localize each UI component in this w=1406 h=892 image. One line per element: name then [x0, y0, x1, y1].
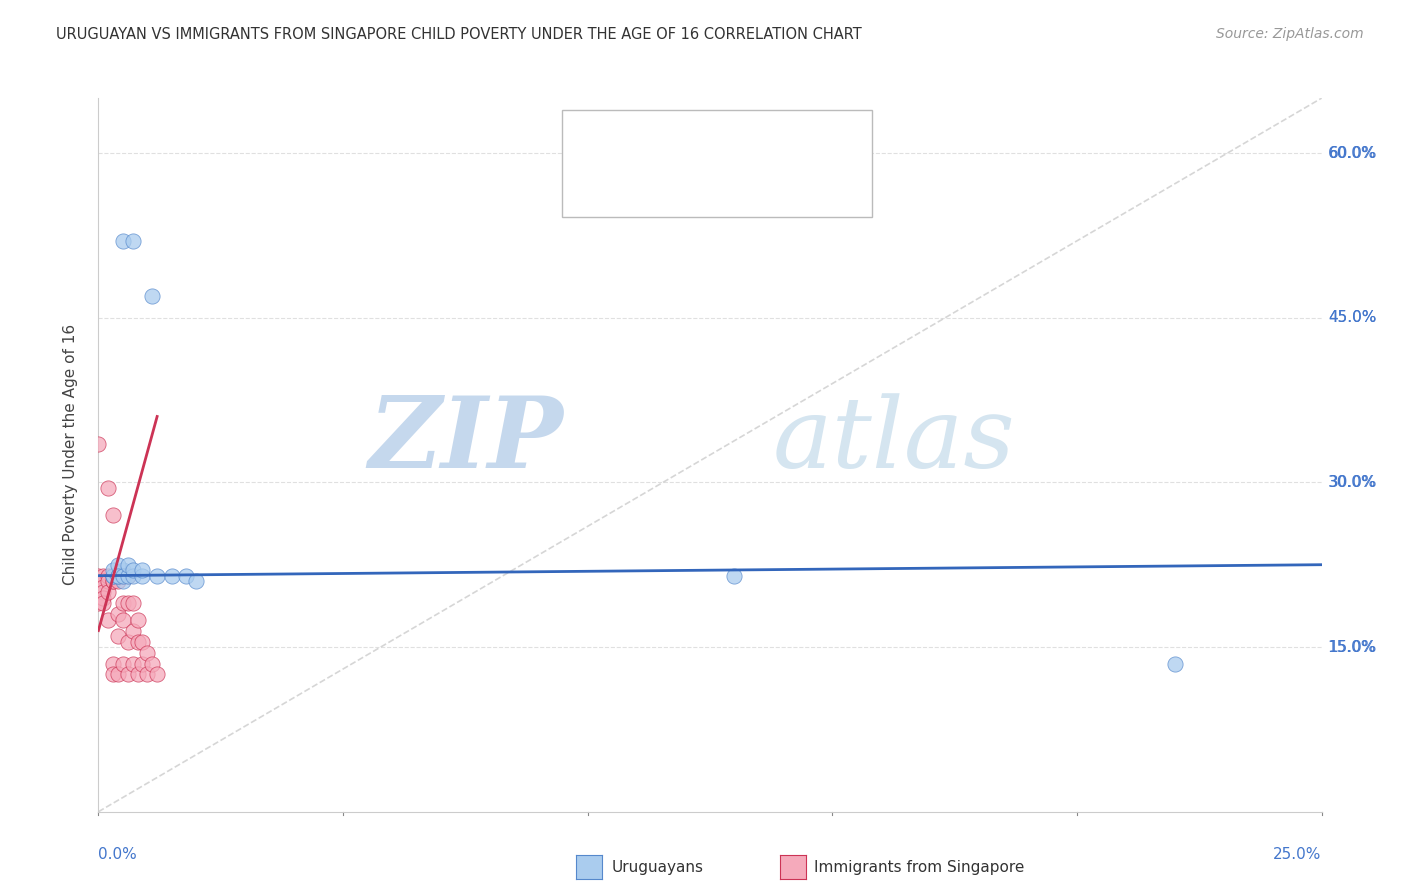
Point: [91, 568, 114, 582]
Point: [101, 568, 124, 582]
Point: [101, 657, 124, 671]
Point: [87, 596, 110, 610]
Text: R =: R =: [623, 181, 657, 196]
Text: 45.0%: 45.0%: [1327, 310, 1376, 326]
Point: [131, 657, 153, 671]
Point: [97, 568, 120, 582]
Point: [87, 568, 110, 582]
Point: [107, 568, 129, 582]
Point: [136, 667, 159, 681]
Point: [127, 667, 149, 681]
Point: [107, 558, 129, 572]
Point: [101, 574, 124, 589]
Point: [111, 563, 134, 577]
Point: [127, 613, 149, 627]
Point: [97, 574, 120, 589]
Point: [117, 568, 139, 582]
Text: Source: ZipAtlas.com: Source: ZipAtlas.com: [1216, 27, 1364, 41]
Point: [91, 591, 114, 605]
Point: [107, 607, 129, 621]
Point: [97, 613, 120, 627]
Point: [101, 568, 124, 582]
Point: [107, 629, 129, 643]
Point: [111, 568, 134, 582]
Point: [91, 574, 114, 589]
Text: 15.0%: 15.0%: [1327, 640, 1376, 655]
Y-axis label: Child Poverty Under the Age of 16: Child Poverty Under the Age of 16: [63, 325, 77, 585]
Point: [101, 563, 124, 577]
Point: [107, 568, 129, 582]
Point: [91, 596, 114, 610]
Point: [91, 580, 114, 594]
Text: 60.0%: 60.0%: [1329, 145, 1376, 161]
Point: [141, 657, 163, 671]
Text: 0.341: 0.341: [654, 181, 697, 196]
Point: [131, 563, 153, 577]
Text: ZIP: ZIP: [368, 392, 564, 489]
Point: [176, 568, 198, 582]
Point: [111, 657, 134, 671]
Text: 30.0%: 30.0%: [1329, 475, 1376, 490]
Text: 0.019: 0.019: [654, 132, 697, 147]
Text: 60.0%: 60.0%: [1327, 145, 1376, 161]
Text: Immigrants from Singapore: Immigrants from Singapore: [814, 860, 1025, 874]
Point: [97, 481, 120, 495]
Text: N =: N =: [714, 181, 758, 196]
Point: [97, 585, 120, 599]
Point: [111, 574, 134, 589]
Text: URUGUAYAN VS IMMIGRANTS FROM SINGAPORE CHILD POVERTY UNDER THE AGE OF 16 CORRELA: URUGUAYAN VS IMMIGRANTS FROM SINGAPORE C…: [56, 27, 862, 42]
Point: [111, 613, 134, 627]
Point: [101, 574, 124, 589]
Text: 0.0%: 0.0%: [98, 847, 138, 863]
Text: atlas: atlas: [772, 393, 1015, 488]
Point: [146, 568, 169, 582]
Point: [87, 437, 110, 451]
Point: [101, 508, 124, 523]
Point: [136, 646, 159, 660]
Point: [723, 568, 745, 582]
Point: [121, 596, 143, 610]
Point: [111, 568, 134, 582]
Point: [111, 596, 134, 610]
Point: [107, 667, 129, 681]
Point: [146, 667, 169, 681]
Point: [1164, 657, 1187, 671]
Point: [121, 563, 143, 577]
Text: N =: N =: [714, 132, 758, 147]
Point: [121, 234, 143, 248]
Point: [111, 568, 134, 582]
Point: [107, 568, 129, 582]
Point: [160, 568, 183, 582]
Point: [111, 234, 134, 248]
Text: 25: 25: [761, 132, 780, 147]
Point: [121, 657, 143, 671]
Text: 15.0%: 15.0%: [1329, 640, 1376, 655]
Point: [141, 289, 163, 303]
Point: [121, 568, 143, 582]
Point: [127, 634, 149, 648]
Point: [131, 634, 153, 648]
Point: [121, 624, 143, 638]
Text: 25.0%: 25.0%: [1274, 847, 1322, 863]
Point: [117, 596, 139, 610]
Text: R =: R =: [623, 132, 657, 147]
Point: [101, 568, 124, 582]
Point: [131, 568, 153, 582]
Point: [186, 574, 208, 589]
Point: [117, 667, 139, 681]
Text: Uruguayans: Uruguayans: [612, 860, 703, 874]
Text: 45.0%: 45.0%: [1329, 310, 1376, 326]
Point: [101, 667, 124, 681]
Point: [117, 568, 139, 582]
Text: 45: 45: [761, 181, 780, 196]
Point: [107, 574, 129, 589]
Point: [117, 634, 139, 648]
Point: [117, 558, 139, 572]
Point: [91, 585, 114, 599]
Text: 30.0%: 30.0%: [1327, 475, 1376, 490]
